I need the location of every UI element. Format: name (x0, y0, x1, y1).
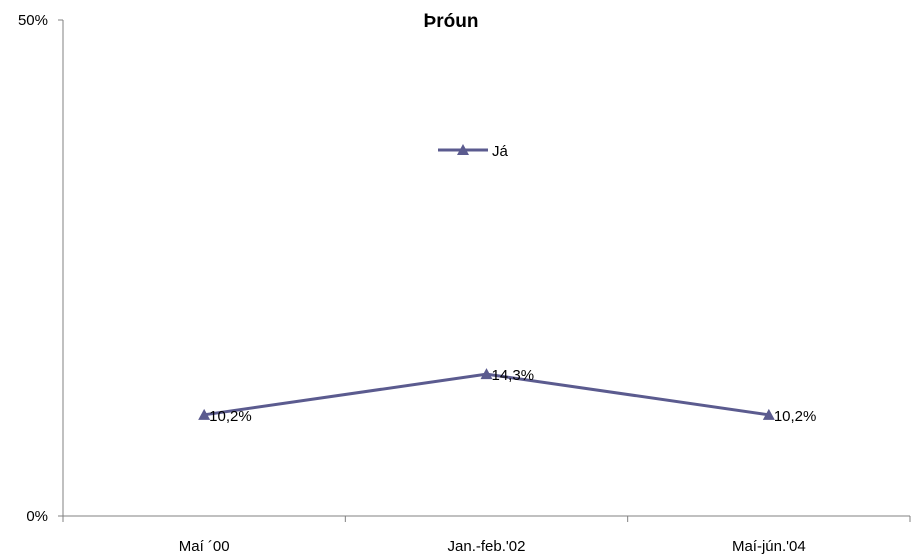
data-point (480, 368, 493, 380)
chart-title: Þróun (424, 11, 479, 32)
x-axis-ticks: Maí ´00 Jan.-feb.'02 Maí-jún.'04 (62, 516, 911, 555)
y-axis-ticks: 0% 50% (18, 12, 63, 525)
x-tick-label: Maí ´00 (179, 538, 230, 555)
series-layer: 10,2% 14,3% 10,2% (198, 367, 816, 425)
series-line (203, 372, 770, 417)
y-tick-label: 50% (18, 12, 48, 29)
data-point (762, 408, 775, 420)
legend-label: Já (492, 143, 509, 160)
data-label: 14,3% (492, 367, 535, 384)
data-label: 10,2% (209, 408, 252, 425)
y-tick-label: 0% (26, 508, 48, 525)
legend-marker (457, 144, 469, 155)
data-point (198, 408, 211, 420)
x-tick-label: Maí-jún.'04 (732, 538, 806, 555)
data-label: 10,2% (774, 408, 817, 425)
x-tick-label: Jan.-feb.'02 (448, 538, 526, 555)
legend: Já (438, 143, 509, 160)
